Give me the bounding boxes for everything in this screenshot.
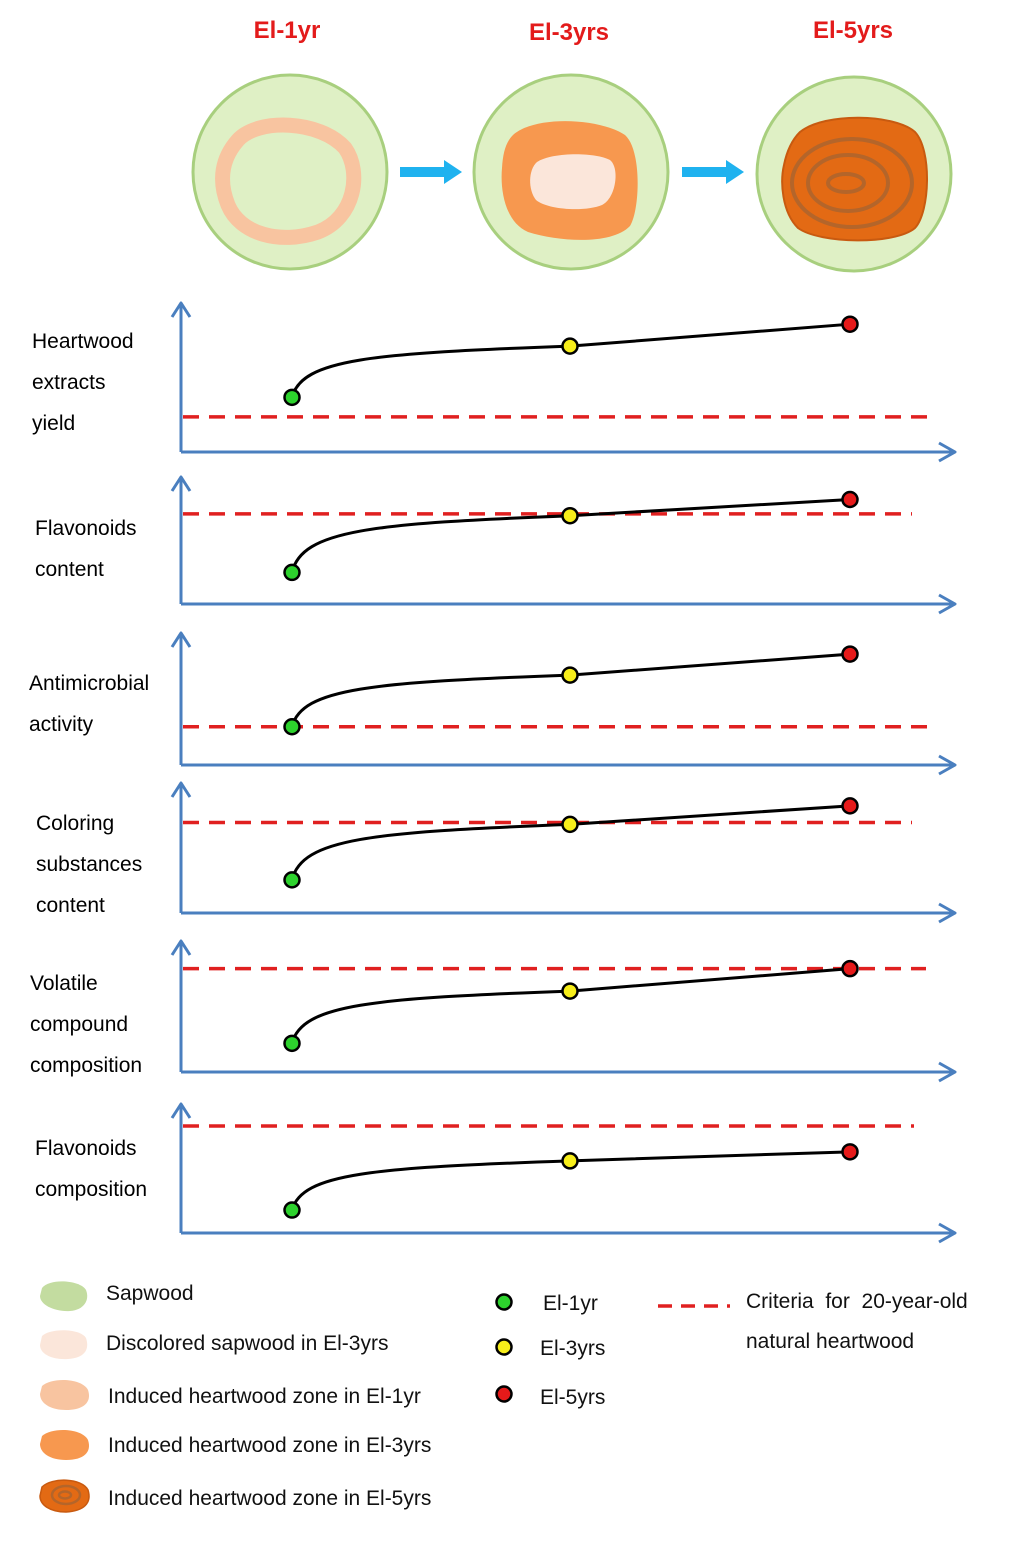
- chart-row-3: Antimicrobial activity: [29, 631, 957, 776]
- legend-item-heartwood-1yr: Induced heartwood zone in El-1yr: [40, 1380, 421, 1410]
- legend-item-dot-5yrs: El-5yrs: [495, 1385, 605, 1409]
- sapwood-swatch-icon: [40, 1281, 88, 1312]
- growth-ring: [806, 153, 890, 213]
- chart-row-6: Flavonoids composition: [35, 1102, 957, 1244]
- heartwood-5yr-swatch-icon: [39, 1479, 90, 1513]
- point-el-3yrs: [561, 815, 579, 834]
- chart-row-label: Flavonoids composition: [35, 1137, 147, 1201]
- legend-label-heartwood-3yr: Induced heartwood zone in El-3yrs: [108, 1434, 431, 1457]
- green-dot-icon: [495, 1293, 513, 1311]
- growth-ring: [790, 137, 914, 229]
- point-el-5yrs: [841, 645, 859, 663]
- growth-ring: [826, 172, 866, 194]
- point-el-1yr: [283, 1201, 301, 1219]
- trend-curve: [290, 1150, 851, 1211]
- chart-row-5: Volatile compound composition: [30, 939, 957, 1083]
- point-el-1yr: [283, 871, 301, 889]
- x-axis-arrow-icon: [938, 1222, 957, 1244]
- right-arrow-icon: [682, 160, 744, 184]
- legend-label-heartwood-5yr: Induced heartwood zone in El-5yrs: [108, 1487, 431, 1510]
- legend-item-dot-3yrs: El-3yrs: [495, 1337, 605, 1360]
- x-axis-arrow-icon: [938, 441, 957, 463]
- trend-curve: [290, 322, 851, 398]
- legend-item-heartwood-5yr: Induced heartwood zone in El-5yrs: [39, 1479, 431, 1513]
- y-axis-arrow-icon: [170, 301, 192, 318]
- right-arrow-icon: [400, 160, 462, 184]
- legend-label-criteria-line2: natural heartwood: [746, 1330, 914, 1353]
- point-el-3yrs: [561, 982, 579, 1000]
- heartwood-1yr-swatch-icon: [40, 1380, 90, 1410]
- discolored-sapwood-zone: [530, 154, 616, 210]
- trend-curve: [290, 498, 851, 573]
- chart-row-label: Antimicrobial activity: [29, 672, 149, 736]
- chart-row-label: Flavonoids content: [35, 517, 137, 581]
- legend-label-dot-5yrs: El-5yrs: [540, 1386, 605, 1409]
- point-el-1yr: [283, 388, 301, 407]
- trend-curve: [290, 967, 851, 1044]
- cross-section-3yrs: [472, 73, 670, 271]
- stage-title-3yrs: El-3yrs: [529, 19, 609, 46]
- legend-label-discolored-sapwood: Discolored sapwood in El-3yrs: [106, 1332, 388, 1355]
- legend-label-sapwood: Sapwood: [106, 1282, 194, 1305]
- yellow-dot-icon: [495, 1338, 513, 1356]
- x-axis-arrow-icon: [938, 593, 957, 615]
- x-axis-arrow-icon: [938, 902, 957, 924]
- trend-curve: [290, 652, 851, 728]
- chart-row-label: Volatile compound composition: [30, 972, 142, 1077]
- legend-label-dot-3yrs: El-3yrs: [540, 1337, 605, 1360]
- legend-item-dot-1yr: El-1yr: [495, 1292, 598, 1315]
- cross-section-1yr: [191, 73, 389, 271]
- point-el-1yr: [283, 718, 301, 736]
- cross-sections: El-1yr El-3yrs El-5yrs: [191, 17, 953, 273]
- point-el-3yrs: [561, 666, 579, 684]
- legend-label-criteria-line1: Criteria for 20-year-old: [746, 1290, 968, 1313]
- point-el-5yrs: [841, 1143, 859, 1161]
- heartwood-3yr-swatch-icon: [40, 1430, 90, 1460]
- y-axis-arrow-icon: [170, 939, 192, 956]
- discolored-sapwood-swatch-icon: [40, 1330, 88, 1360]
- legend-item-criteria: Criteria for 20-year-old natural heartwo…: [658, 1290, 968, 1353]
- point-el-3yrs: [561, 1152, 579, 1170]
- x-axis-arrow-icon: [938, 754, 957, 776]
- red-dot-icon: [495, 1385, 513, 1403]
- stage-title-1yr: El-1yr: [254, 17, 321, 44]
- legend-label-heartwood-1yr: Induced heartwood zone in El-1yr: [108, 1385, 421, 1408]
- y-axis-arrow-icon: [170, 475, 192, 492]
- induced-heartwood-zone-5yrs: [781, 116, 928, 242]
- trend-curve: [290, 804, 851, 881]
- chart-row-label: Heartwood extracts yield: [32, 330, 134, 435]
- chart-row-1: Heartwood extracts yield: [32, 301, 957, 463]
- legend-item-discolored-sapwood: Discolored sapwood in El-3yrs: [40, 1330, 388, 1360]
- charts-panel: Heartwood extracts yield Flavonoids content A…: [29, 301, 957, 1244]
- y-axis-arrow-icon: [170, 631, 192, 648]
- chart-row-2: Flavonoids content: [35, 475, 957, 615]
- legend-item-heartwood-3yr: Induced heartwood zone in El-3yrs: [40, 1430, 431, 1460]
- point-el-5yrs: [841, 959, 859, 978]
- point-el-3yrs: [561, 506, 579, 525]
- y-axis-arrow-icon: [170, 1102, 192, 1119]
- chart-row-label: Coloring substances content: [36, 812, 142, 917]
- legend-item-sapwood: Sapwood: [40, 1281, 194, 1312]
- point-el-1yr: [283, 1034, 301, 1053]
- legend-label-dot-1yr: El-1yr: [543, 1292, 598, 1315]
- stage-title-5yrs: El-5yrs: [813, 17, 893, 44]
- induced-heartwood-ring-1yr: [215, 117, 362, 245]
- x-axis-arrow-icon: [938, 1061, 957, 1083]
- legend: Sapwood Discolored sapwood in El-3yrs In…: [39, 1281, 968, 1513]
- point-el-5yrs: [841, 490, 859, 509]
- point-el-5yrs: [841, 315, 859, 333]
- point-el-3yrs: [561, 337, 579, 355]
- y-axis-arrow-icon: [170, 781, 192, 798]
- point-el-1yr: [283, 563, 301, 582]
- point-el-5yrs: [841, 797, 859, 815]
- cross-section-5yrs: [755, 75, 953, 273]
- chart-row-4: Coloring substances content: [36, 781, 957, 924]
